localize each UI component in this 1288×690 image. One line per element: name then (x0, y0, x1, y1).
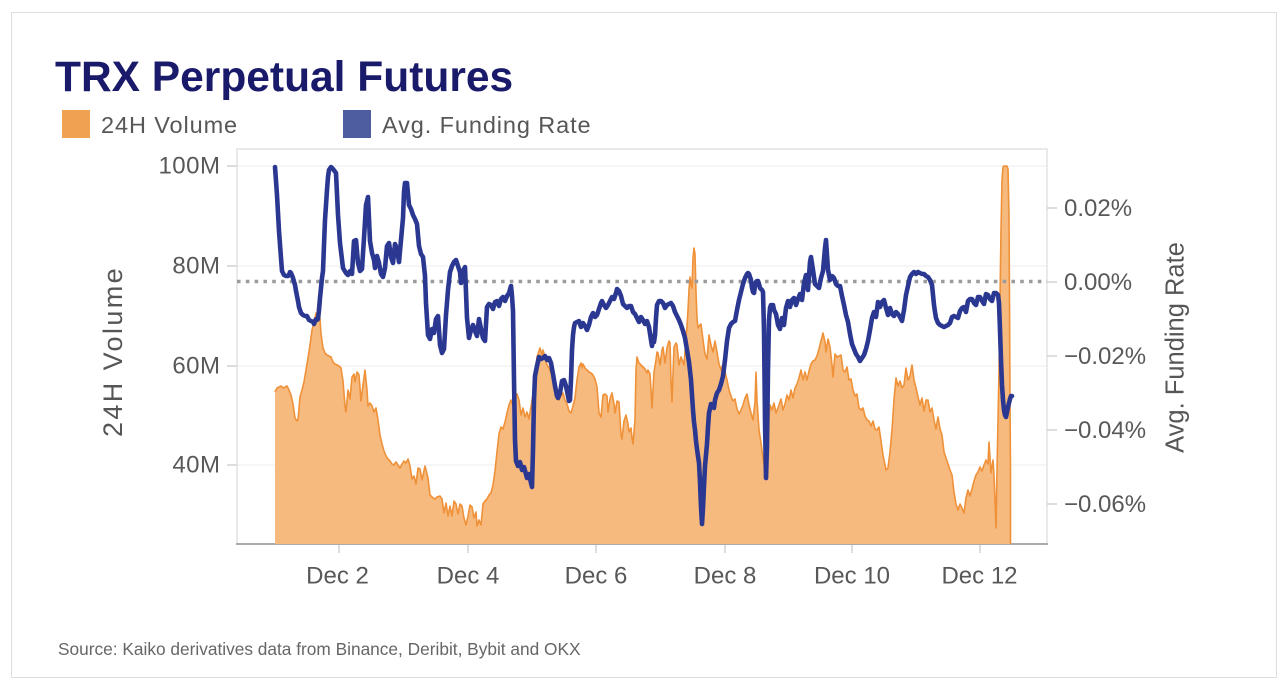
svg-text:−0.02%: −0.02% (1064, 343, 1146, 370)
svg-text:Dec 8: Dec 8 (694, 563, 757, 590)
svg-text:Dec 12: Dec 12 (941, 563, 1017, 590)
svg-text:0.02%: 0.02% (1064, 195, 1132, 222)
svg-text:60M: 60M (172, 353, 220, 380)
svg-text:80M: 80M (172, 253, 220, 280)
svg-text:Dec 4: Dec 4 (437, 563, 500, 590)
svg-text:0.00%: 0.00% (1064, 269, 1132, 296)
svg-text:Avg. Funding Rate: Avg. Funding Rate (1162, 242, 1190, 453)
svg-text:−0.04%: −0.04% (1064, 417, 1146, 444)
svg-text:Dec 2: Dec 2 (306, 563, 369, 590)
svg-text:−0.06%: −0.06% (1064, 491, 1146, 518)
svg-text:Dec 6: Dec 6 (565, 563, 628, 590)
svg-text:Dec 10: Dec 10 (814, 563, 890, 590)
svg-text:40M: 40M (172, 452, 220, 479)
svg-text:100M: 100M (158, 153, 220, 180)
svg-text:24H Volume: 24H Volume (98, 266, 128, 437)
